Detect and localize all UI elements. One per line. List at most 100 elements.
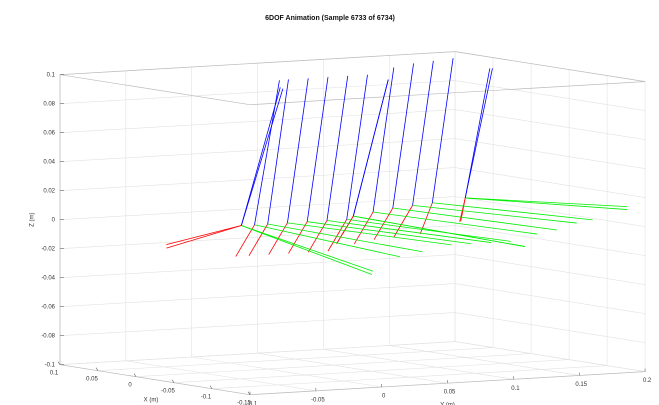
axis-vector	[465, 197, 628, 210]
z-tick-label: -0.06	[41, 304, 55, 310]
axis-vector	[327, 219, 348, 252]
axis-vector	[431, 58, 454, 203]
axis-vector	[235, 224, 255, 257]
z-tick-label: -0.1	[45, 362, 56, 368]
axis-box	[59, 74, 251, 106]
tick-mark	[171, 379, 175, 383]
axis-vector	[373, 207, 394, 240]
grid-line	[59, 138, 456, 162]
z-tick-label: 0.1	[47, 72, 56, 78]
axis-vector	[241, 225, 374, 272]
axis-box	[59, 364, 251, 396]
axis-vector	[373, 211, 538, 235]
axis-vector	[412, 60, 434, 206]
x-tick-label: 0	[128, 382, 132, 388]
axis-vector	[346, 218, 511, 242]
axis-vector	[392, 63, 414, 209]
x-tick-label: 0.05	[86, 376, 98, 382]
y-tick-label: 0	[382, 394, 386, 400]
y-tick-label: 0.2	[643, 378, 652, 384]
grid-line	[59, 312, 456, 336]
z-tick-label: 0	[52, 217, 56, 223]
grid-line	[455, 196, 646, 227]
grid-line	[455, 109, 646, 140]
axis-vector	[326, 220, 492, 243]
axis-vector	[166, 225, 242, 249]
y-tick-label: 0.05	[444, 390, 456, 396]
grid-line	[59, 341, 456, 365]
axis-vector	[372, 67, 395, 213]
axis-vector	[432, 202, 593, 221]
axis-vector	[412, 204, 577, 224]
x-axis-label: X (m)	[144, 397, 159, 403]
grid-line	[455, 341, 646, 372]
y-tick-label: 0.1	[511, 386, 520, 392]
z-tick-label: -0.04	[41, 275, 55, 281]
grid-line	[59, 80, 456, 104]
axis-vector	[307, 221, 472, 245]
y-tick-label: -0.05	[311, 397, 325, 403]
grid-line	[59, 283, 456, 307]
axis-vector	[166, 225, 242, 245]
axis-vector	[287, 222, 452, 246]
tick-mark	[133, 373, 137, 377]
grid-line	[455, 225, 646, 256]
axis-vector	[241, 225, 373, 275]
grid-line	[125, 360, 316, 392]
y-tick-label: 0.15	[575, 382, 587, 388]
z-tick-label: 0.04	[43, 159, 55, 165]
z-tick-label: 0.08	[43, 101, 55, 107]
grid-line	[455, 312, 646, 343]
axis-vector	[465, 197, 628, 208]
axis-vector	[392, 207, 557, 231]
tick-mark	[247, 391, 251, 395]
chart-title: 6DOF Animation (Sample 6733 of 6734)	[265, 15, 395, 22]
axis-vector	[267, 223, 423, 253]
x-tick-label: -0.05	[161, 388, 175, 394]
axis-vector	[287, 78, 309, 223]
axis-vector	[248, 223, 269, 256]
x-tick-label: 0.1	[50, 370, 59, 376]
grid-line	[59, 225, 456, 249]
grid-line	[59, 109, 456, 133]
axis-vector	[352, 79, 389, 217]
axis-vector	[240, 88, 284, 226]
axis-vector	[353, 215, 526, 247]
grid-line	[59, 254, 456, 278]
axis-vector	[464, 68, 491, 199]
grid-line	[455, 283, 646, 314]
axis-vector	[254, 224, 401, 258]
tick-mark	[57, 361, 61, 365]
z-tick-label: -0.08	[41, 333, 55, 339]
z-tick-label: 0.06	[43, 130, 55, 136]
axis-vector	[393, 205, 413, 238]
axis-vector	[419, 202, 433, 235]
axis-vector	[336, 215, 354, 244]
axis-vector	[240, 87, 281, 226]
axis-box	[249, 81, 646, 106]
grid-line	[257, 352, 448, 384]
tick-mark	[209, 385, 213, 389]
axis-vector	[346, 74, 368, 220]
grid-line	[455, 80, 646, 111]
x-tick-label: -0.15	[237, 400, 251, 405]
x-tick-label: -0.1	[201, 394, 212, 400]
tick-mark	[95, 367, 99, 371]
grid-line	[191, 356, 382, 388]
axis-box	[59, 51, 456, 76]
axis-vector	[288, 221, 308, 254]
grid-line	[455, 167, 646, 198]
axis-vector	[326, 75, 349, 221]
grid-line	[323, 349, 514, 380]
axis-vector	[306, 77, 329, 222]
axis-vector	[353, 211, 374, 244]
grid-line	[455, 254, 646, 285]
y-tick-label: -0.1	[247, 401, 258, 405]
z-tick-label: -0.02	[41, 246, 55, 252]
z-tick-label: 0.02	[43, 188, 55, 194]
z-axis-label: Z (m)	[30, 213, 36, 227]
axis-vector	[267, 79, 289, 225]
y-axis-label: Y (m)	[440, 403, 455, 405]
axis-vector	[268, 222, 288, 255]
